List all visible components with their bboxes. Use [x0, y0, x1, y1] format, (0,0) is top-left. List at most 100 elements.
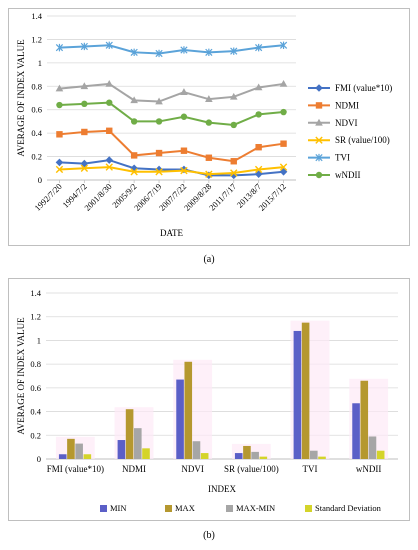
b-legend-label: MIN — [110, 503, 127, 513]
a-data-point — [80, 82, 89, 90]
a-y-tick-label: 1.2 — [31, 34, 42, 44]
a-y-tick-label: 0.4 — [31, 128, 42, 138]
b-x-tick-label: SR (value/100) — [224, 464, 279, 474]
a-series-2 — [55, 79, 288, 105]
b-y-tick-label: 1.2 — [30, 312, 41, 322]
b-bar — [67, 438, 75, 459]
a-data-point — [254, 165, 263, 174]
b-bar — [310, 450, 318, 459]
a-data-point — [55, 158, 64, 167]
a-y-tick-label: 1 — [38, 58, 42, 68]
a-data-point — [180, 165, 188, 174]
a-data-point — [155, 165, 163, 174]
a-series-4 — [55, 41, 288, 58]
a-data-point — [55, 165, 64, 174]
b-bar — [293, 330, 302, 459]
b-bars: FMI (value*10) NDMI NDVI SR (value/100) TVI w… — [47, 320, 389, 474]
b-bar — [192, 441, 201, 459]
a-data-point — [230, 121, 237, 129]
b-bar — [184, 361, 193, 459]
b-bar — [301, 322, 310, 459]
a-series-line — [59, 159, 284, 177]
a-data-point — [81, 100, 88, 108]
b-bar — [352, 403, 360, 459]
a-data-point — [81, 128, 88, 136]
a-data-point — [55, 43, 64, 52]
b-legend-label: MAX-MIN — [236, 503, 275, 513]
a-y-tick-label: 0.2 — [31, 152, 42, 162]
b-y-tick-label: 0 — [37, 454, 41, 464]
a-data-point — [279, 168, 288, 176]
a-series-3 — [55, 163, 288, 178]
a-data-point — [155, 97, 163, 105]
a-legend-marker — [315, 102, 323, 109]
b-legend: MIN MAX MAX-MIN Standard Deviation — [100, 503, 382, 513]
a-data-point — [280, 108, 287, 116]
a-data-point — [130, 48, 138, 57]
b-bar — [83, 454, 92, 459]
a-data-point — [279, 79, 288, 87]
b-x-tick-label: NDMI — [122, 464, 146, 474]
a-data-point — [205, 119, 213, 126]
b-bar — [134, 428, 142, 459]
b-bar — [200, 453, 209, 459]
a-legend-marker — [315, 171, 323, 179]
b-y-tick-label: 1 — [37, 335, 41, 345]
b-bar — [360, 380, 369, 459]
b-legend-swatch — [165, 505, 172, 512]
a-y-axis: 0 0.2 0.4 0.6 0.8 1 1.2 1.4 — [31, 11, 296, 185]
a-legend-label: SR (value/100) — [335, 135, 390, 145]
a-data-point — [180, 46, 188, 54]
a-legend: FMI (value*10) NDMI NDVI SR (value/100) TVI w… — [308, 83, 392, 180]
a-data-point — [279, 41, 288, 49]
a-legend-marker — [315, 136, 323, 144]
b-x-tick-label: TVI — [303, 464, 318, 474]
a-data-point — [230, 47, 238, 55]
a-y-axis-title: AVERAGE OF INDEX VALUE — [16, 39, 26, 157]
a-data-point — [155, 168, 163, 176]
a-data-point — [205, 48, 213, 57]
a-data-point — [55, 84, 64, 92]
b-bar — [243, 445, 251, 459]
a-data-point — [180, 88, 188, 95]
a-data-point — [80, 42, 88, 51]
a-data-point — [155, 118, 163, 125]
a-data-point — [230, 169, 238, 177]
b-y-tick-label: 1.4 — [30, 288, 41, 298]
a-series-line — [59, 166, 284, 176]
b-legend-swatch — [226, 505, 233, 512]
b-bar — [176, 379, 184, 459]
a-data-point — [255, 43, 263, 52]
b-bar — [251, 451, 259, 459]
b-bar — [376, 450, 385, 459]
a-data-point — [205, 171, 213, 180]
a-legend-label: NDVI — [335, 118, 358, 128]
b-x-axis-title: INDEX — [208, 484, 236, 494]
a-y-tick-label: 0.6 — [31, 105, 42, 115]
a-legend-marker — [315, 84, 323, 92]
a-data-point — [255, 111, 262, 118]
a-data-point — [130, 118, 138, 125]
a-y-tick-label: 0 — [38, 175, 42, 185]
a-data-point — [105, 41, 113, 49]
a-y-tick-label: 1.4 — [31, 11, 42, 21]
b-bar — [318, 456, 326, 459]
a-series-line — [59, 44, 284, 55]
a-data-point — [230, 158, 237, 165]
b-bar — [368, 436, 377, 459]
a-data-point — [80, 164, 89, 172]
a-data-point — [255, 144, 262, 151]
b-legend-label: MAX — [175, 503, 195, 513]
b-y-tick-label: 0.6 — [30, 383, 41, 393]
b-y-axis-title: AVERAGE OF INDEX VALUE — [16, 317, 26, 435]
a-data-point — [56, 131, 63, 138]
a-data-point — [254, 83, 263, 91]
a-data-point — [180, 147, 188, 154]
b-legend-label: Standard Deviation — [315, 503, 382, 513]
a-y-tick-label: 0.8 — [31, 81, 42, 91]
b-y-axis: 0 0.2 0.4 0.6 0.8 1 1.2 1.4 — [30, 288, 398, 464]
a-data-point — [105, 163, 113, 171]
